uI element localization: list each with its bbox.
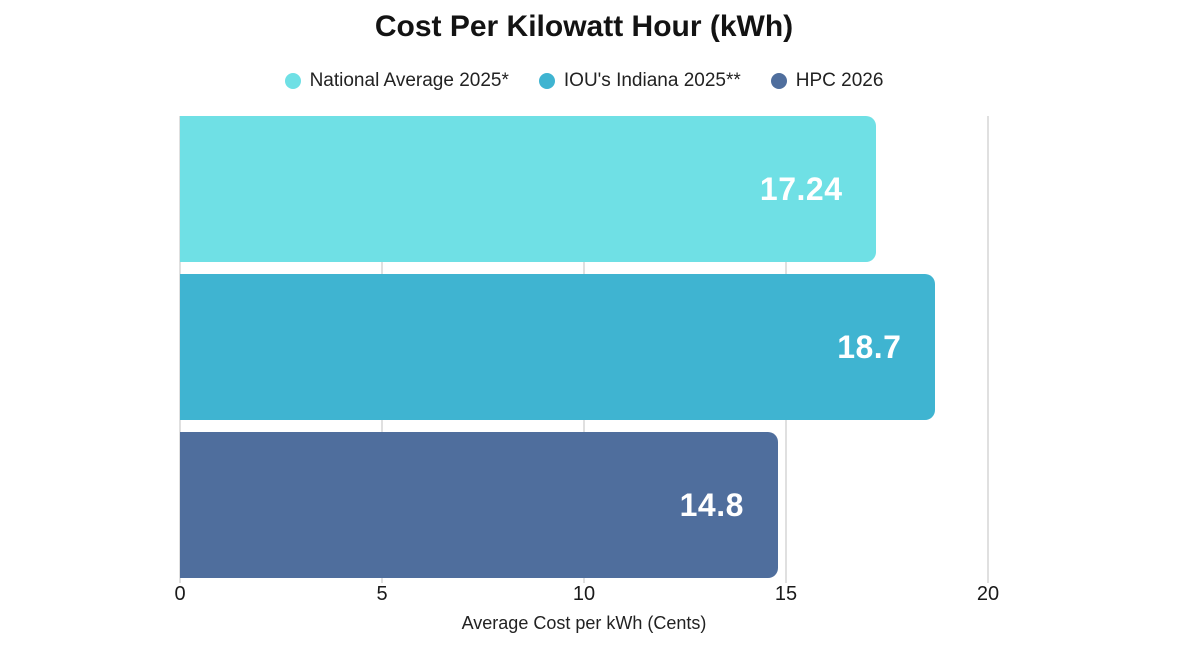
legend-label: HPC 2026 bbox=[795, 70, 884, 91]
bar-1: 18.7 bbox=[180, 274, 936, 420]
legend-swatch-icon bbox=[538, 73, 555, 89]
bar-value-label: 17.24 bbox=[759, 170, 843, 207]
gridline-x-20 bbox=[987, 116, 989, 583]
legend-label: National Average 2025* bbox=[309, 70, 509, 91]
bar-value-label: 14.8 bbox=[679, 486, 744, 523]
legend-item-1: IOU's Indiana 2025** bbox=[538, 70, 741, 92]
bar-value-label: 18.7 bbox=[837, 328, 902, 365]
chart-title: Cost Per Kilowatt Hour (kWh) bbox=[374, 10, 794, 43]
legend: National Average 2025* IOU's Indiana 2025… bbox=[0, 70, 1168, 92]
bar-2: 14.8 bbox=[180, 432, 778, 578]
legend-item-0: National Average 2025* bbox=[284, 70, 509, 92]
plot-area: 17.24 18.7 14.8 bbox=[179, 116, 989, 583]
legend-label: IOU's Indiana 2025** bbox=[563, 70, 741, 91]
x-tick-label-15: 15 bbox=[774, 583, 798, 605]
legend-swatch-icon bbox=[770, 73, 787, 89]
legend-item-2: HPC 2026 bbox=[770, 70, 884, 92]
x-axis-label: Average Cost per kWh (Cents) bbox=[461, 613, 707, 633]
bar-0: 17.24 bbox=[180, 116, 877, 262]
x-tick-label-10: 10 bbox=[572, 583, 596, 605]
x-tick-label-20: 20 bbox=[976, 583, 1000, 605]
legend-swatch-icon bbox=[284, 73, 301, 89]
x-tick-label-5: 5 bbox=[376, 583, 388, 605]
x-tick-label-0: 0 bbox=[174, 583, 186, 605]
